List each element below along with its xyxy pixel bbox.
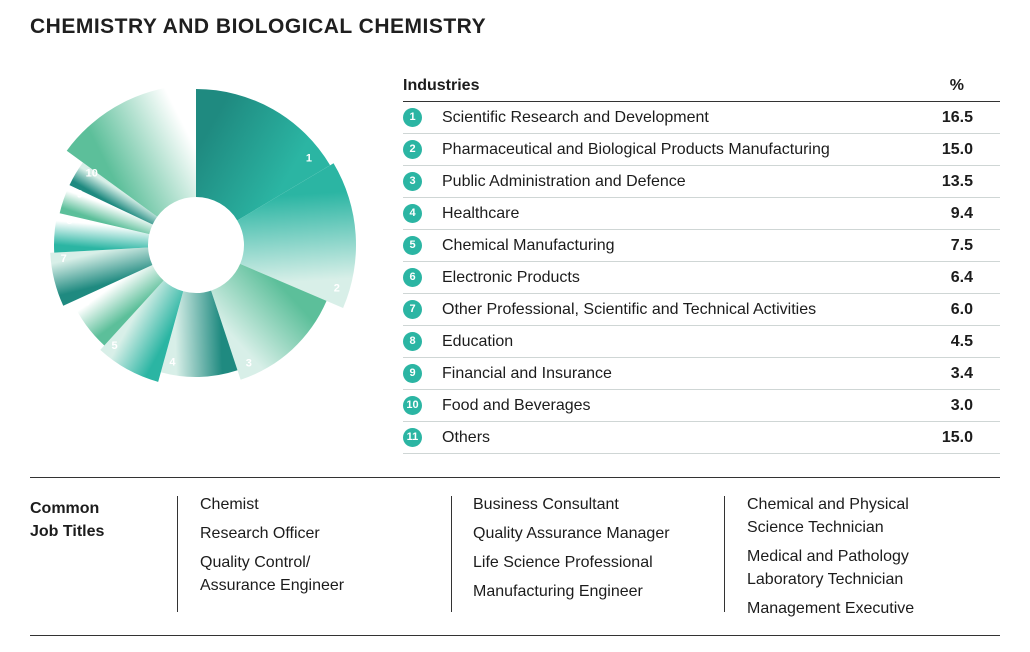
percent-column-header: % <box>949 77 964 94</box>
industry-label: Electronic Products <box>442 269 580 286</box>
job-title: Research Officer <box>200 525 320 542</box>
job-column-2: Business Consultant Quality Assurance Ma… <box>473 493 670 609</box>
industry-label: Food and Beverages <box>442 397 591 414</box>
page-title: CHEMISTRY AND BIOLOGICAL CHEMISTRY <box>30 15 487 38</box>
donut-slice-4 <box>160 290 238 377</box>
table-header: Industries % <box>403 70 1000 102</box>
divider-bottom <box>30 635 1000 636</box>
row-number-badge: 8 <box>403 332 422 351</box>
donut-slice-6 <box>72 264 164 346</box>
donut-slice-9 <box>59 185 153 235</box>
row-number-badge: 5 <box>403 236 422 255</box>
industry-row: 11 Others 15.0 <box>403 422 1000 454</box>
industry-row: 3 Public Administration and Defence 13.5 <box>403 166 1000 198</box>
job-title: Science Technician <box>747 519 884 536</box>
donut-slice-8 <box>54 212 150 253</box>
industry-row: 7 Other Professional, Scientific and Tech… <box>403 294 1000 326</box>
donut-slice-2 <box>237 163 357 308</box>
job-title: Management Executive <box>747 600 915 617</box>
row-number-badge: 10 <box>403 396 422 415</box>
industry-label: Education <box>442 333 514 350</box>
donut-slice-3 <box>211 263 327 380</box>
slice-number-label: 10 <box>86 167 98 179</box>
column-divider <box>177 496 178 612</box>
slice-number-label: 7 <box>61 253 67 265</box>
row-number-badge: 6 <box>403 268 422 287</box>
row-number-badge: 2 <box>403 140 422 159</box>
job-title: Quality Assurance Manager <box>473 525 670 542</box>
job-title: Life Science Professional <box>473 554 653 571</box>
industry-label: Other Professional, Scientific and Techn… <box>442 301 817 318</box>
industry-label: Financial and Insurance <box>442 365 612 382</box>
industry-label: Others <box>442 429 491 446</box>
row-number-badge: 3 <box>403 172 422 191</box>
industry-label: Scientific Research and Development <box>442 109 709 126</box>
industries-column-header: Industries <box>403 77 480 94</box>
industry-row: 6 Electronic Products 6.4 <box>403 262 1000 294</box>
job-title: Quality Control/ <box>200 554 311 571</box>
industry-percent: 15.0 <box>941 429 973 446</box>
slice-number-label: 1 <box>306 152 312 164</box>
slice-number-label: 5 <box>111 340 117 352</box>
job-title: Assurance Engineer <box>200 577 345 594</box>
industry-row: 1 Scientific Research and Development 16.5 <box>403 102 1000 134</box>
slice-number-label: 9 <box>77 189 83 201</box>
industry-label: Healthcare <box>442 205 520 222</box>
donut-slice-10 <box>69 162 158 225</box>
job-column-1: Chemist Research Officer Quality Control… <box>200 493 344 603</box>
job-titles-heading-line1: Common <box>30 500 100 517</box>
slice-number-label: 3 <box>246 358 252 370</box>
industry-label: Chemical Manufacturing <box>442 237 615 254</box>
row-number-badge: 7 <box>403 300 422 319</box>
industry-label: Pharmaceutical and Biological Products M… <box>442 141 830 158</box>
row-number-badge: 1 <box>403 108 422 127</box>
job-title: Business Consultant <box>473 496 619 513</box>
slice-number-label: 6 <box>84 297 90 309</box>
industries-table: Industries % 1 Scientific Research and De… <box>403 70 1000 454</box>
job-title: Chemical and Physical <box>747 496 909 513</box>
job-column-3: Chemical and Physical Science Technician… <box>747 493 914 626</box>
donut-slice-1 <box>196 89 331 221</box>
row-number-badge: 4 <box>403 204 422 223</box>
slice-number-label: 4 <box>169 357 176 369</box>
column-divider <box>451 496 452 612</box>
job-titles-heading-line2: Job Titles <box>30 523 105 540</box>
industry-percent: 4.5 <box>950 333 973 350</box>
industry-percent: 7.5 <box>950 237 973 254</box>
donut-slice-5 <box>100 280 184 382</box>
industry-percent: 9.4 <box>950 205 973 222</box>
job-title: Laboratory Technician <box>747 571 904 588</box>
column-divider <box>724 496 725 612</box>
job-title: Chemist <box>200 496 259 513</box>
industry-percent: 6.4 <box>950 269 973 286</box>
row-number-badge: 9 <box>403 364 422 383</box>
row-number-badge: 11 <box>403 428 422 447</box>
job-titles-heading: Common Job Titles <box>30 497 104 543</box>
industry-row: 10 Food and Beverages 3.0 <box>403 390 1000 422</box>
industry-donut-chart: 1 2 3 4 5 6 7 8 910 11 <box>50 85 357 382</box>
job-title: Medical and Pathology <box>747 548 909 565</box>
divider-top <box>30 477 1000 478</box>
industry-percent: 6.0 <box>950 301 973 318</box>
industry-row: 9 Financial and Insurance 3.4 <box>403 358 1000 390</box>
industry-row: 5 Chemical Manufacturing 7.5 <box>403 230 1000 262</box>
slice-number-label: 8 <box>66 215 72 227</box>
industry-percent: 3.4 <box>950 365 973 382</box>
industry-row: 8 Education 4.5 <box>403 326 1000 358</box>
industry-row: 2 Pharmaceutical and Biological Products … <box>403 134 1000 166</box>
donut-slice-7 <box>50 247 153 306</box>
industry-label: Public Administration and Defence <box>442 173 686 190</box>
industry-row: 4 Healthcare 9.4 <box>403 198 1000 230</box>
slice-number-label: 2 <box>334 282 340 294</box>
job-title: Manufacturing Engineer <box>473 583 643 600</box>
industry-percent: 3.0 <box>950 397 973 414</box>
industry-percent: 15.0 <box>941 141 973 158</box>
industry-percent: 16.5 <box>941 109 973 126</box>
industry-percent: 13.5 <box>941 173 973 190</box>
slice-number-label: 11 <box>174 94 186 106</box>
donut-slice-11 <box>66 85 196 217</box>
